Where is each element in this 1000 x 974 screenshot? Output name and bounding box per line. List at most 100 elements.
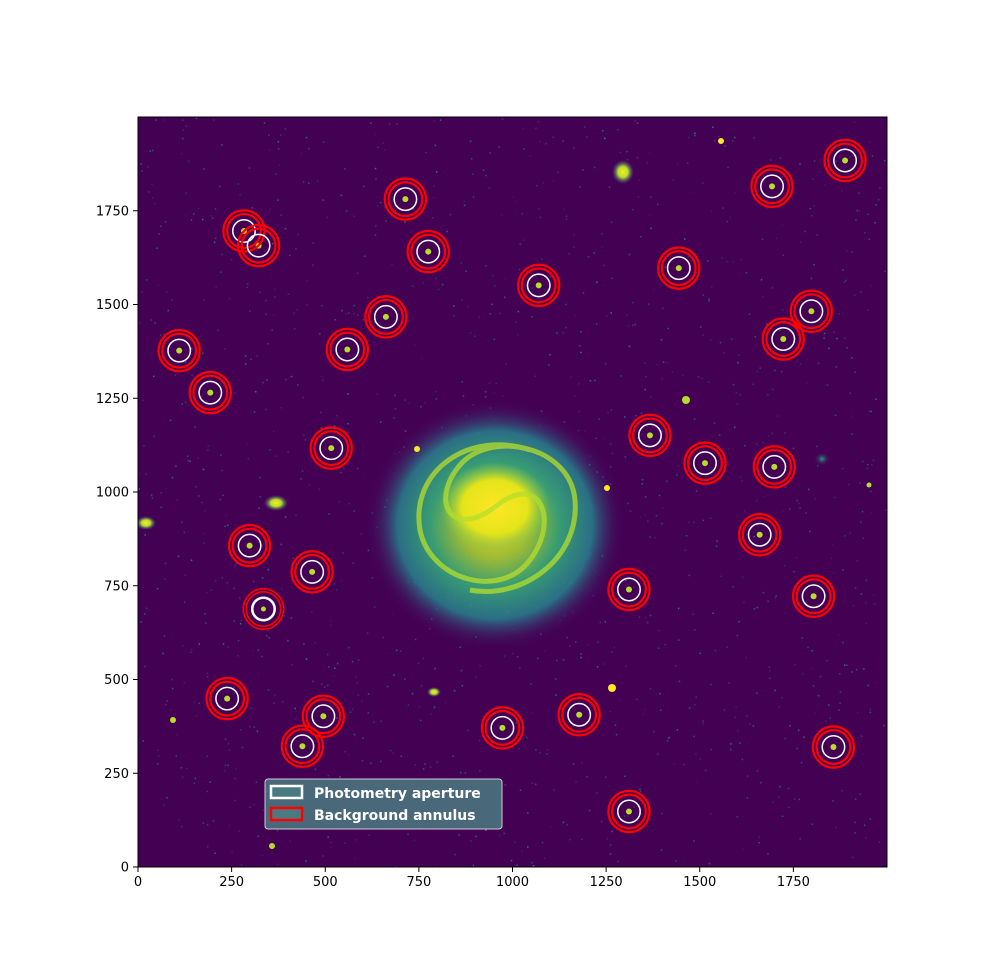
noise-speck — [668, 736, 671, 739]
y-tick-label: 1250 — [96, 392, 129, 407]
noise-speck — [261, 854, 263, 857]
noise-speck — [654, 536, 656, 539]
noise-speck — [609, 853, 612, 855]
noise-speck — [740, 258, 743, 261]
noise-speck — [385, 220, 387, 222]
annulus-outer-ring — [227, 523, 272, 568]
noise-speck — [186, 767, 188, 770]
noise-speck — [201, 218, 204, 221]
noise-speck — [306, 304, 309, 306]
noise-speck — [163, 635, 166, 637]
noise-speck — [145, 279, 148, 281]
noise-speck — [839, 691, 842, 693]
noise-speck — [570, 376, 572, 378]
noise-speck — [367, 693, 370, 695]
noise-speck — [867, 213, 869, 216]
noise-speck — [414, 638, 417, 641]
noise-speck — [708, 862, 711, 865]
noise-speck — [231, 851, 233, 853]
noise-speck — [766, 323, 768, 325]
noise-speck — [312, 264, 314, 266]
noise-speck — [469, 332, 472, 334]
noise-speck — [552, 180, 554, 182]
annulus-inner-ring — [741, 516, 778, 553]
x-tick-label: 1250 — [590, 875, 623, 890]
noise-speck — [575, 641, 577, 643]
noise-speck — [549, 275, 551, 278]
noise-speck — [578, 703, 580, 706]
noise-speck — [171, 299, 173, 301]
noise-speck — [143, 445, 145, 447]
noise-speck — [345, 312, 348, 315]
noise-speck — [353, 304, 356, 307]
noise-speck — [694, 134, 696, 137]
noise-speck — [620, 375, 622, 377]
noise-speck — [169, 419, 172, 422]
noise-speck — [279, 134, 282, 136]
noise-speck — [677, 607, 680, 610]
annulus-inner-ring — [161, 332, 198, 369]
x-tick-label: 1500 — [683, 875, 716, 890]
noise-speck — [813, 160, 816, 162]
noise-speck — [695, 780, 698, 783]
noise-speck — [165, 703, 167, 706]
noise-speck — [702, 519, 705, 522]
noise-speck — [688, 521, 690, 524]
noise-speck — [224, 525, 226, 528]
noise-speck — [268, 149, 271, 151]
noise-speck — [384, 149, 386, 151]
star-point — [701, 460, 708, 467]
noise-speck — [760, 279, 763, 281]
noise-speck — [433, 185, 436, 187]
noise-speck — [265, 313, 267, 315]
noise-speck — [453, 314, 455, 317]
noise-speck — [494, 285, 496, 287]
noise-speck — [233, 620, 235, 622]
noise-speck — [351, 660, 354, 663]
noise-speck — [824, 184, 826, 186]
noise-speck — [613, 646, 615, 649]
noise-speck — [763, 495, 766, 498]
noise-speck — [799, 163, 801, 165]
noise-speck — [153, 435, 155, 438]
noise-speck — [714, 649, 717, 652]
noise-speck — [676, 474, 678, 476]
noise-speck — [869, 708, 872, 711]
noise-speck — [345, 210, 348, 212]
noise-speck — [736, 816, 739, 818]
noise-speck — [167, 309, 169, 312]
noise-speck — [291, 664, 293, 666]
noise-speck — [664, 266, 667, 268]
noise-speck — [239, 729, 242, 731]
noise-speck — [519, 667, 521, 669]
noise-speck — [249, 310, 251, 312]
noise-speck — [644, 388, 646, 391]
noise-speck — [813, 205, 815, 207]
noise-speck — [754, 177, 756, 180]
noise-speck — [587, 644, 589, 646]
noise-speck — [704, 769, 707, 772]
noise-speck — [191, 374, 193, 376]
noise-speck — [627, 502, 629, 505]
noise-speck — [611, 277, 613, 280]
noise-speck — [541, 841, 544, 844]
noise-speck — [802, 673, 804, 675]
noise-speck — [219, 498, 222, 501]
noise-speck — [869, 410, 871, 413]
photometry-aperture — [799, 299, 824, 324]
noise-speck — [327, 836, 329, 838]
noise-speck — [434, 390, 437, 393]
noise-speck — [141, 170, 143, 172]
noise-speck — [215, 237, 217, 240]
noise-speck — [206, 845, 209, 848]
noise-speck — [344, 842, 346, 844]
noise-speck — [848, 483, 850, 486]
noise-speck — [162, 119, 165, 121]
noise-speck — [321, 375, 323, 378]
noise-speck — [626, 150, 628, 153]
noise-speck — [523, 239, 525, 241]
noise-speck — [573, 234, 575, 236]
noise-speck — [800, 762, 803, 764]
noise-speck — [723, 352, 725, 354]
noise-speck — [259, 476, 261, 479]
